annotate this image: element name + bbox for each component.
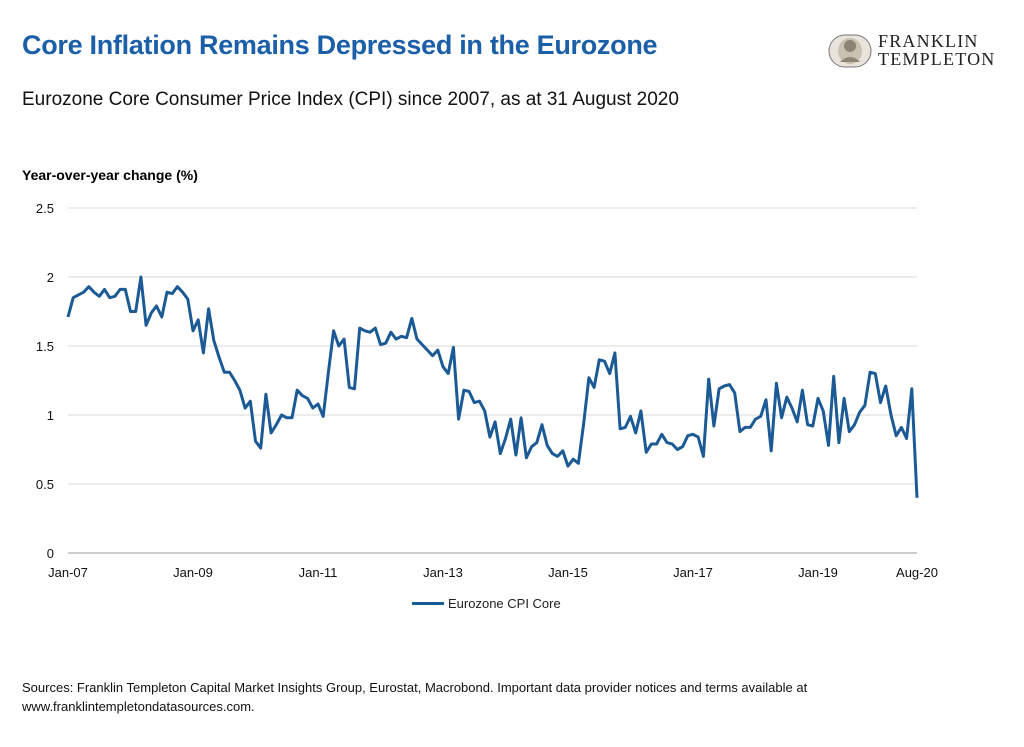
series-layer — [66, 275, 919, 498]
y-tick-label: 1.5 — [36, 339, 54, 354]
y-tick-label: 0 — [47, 546, 54, 561]
legend: Eurozone CPI Core — [412, 594, 561, 612]
y-tick-label: 1 — [47, 408, 54, 423]
line-chart: 00.511.522.5 Jan-07 Jan-09 Jan-11 Jan-13 Jan… — [36, 201, 938, 580]
y-tick-label: 2 — [47, 270, 54, 285]
chart-title: Core Inflation Remains Depressed in the … — [22, 30, 658, 60]
x-tick-label: Jan-11 — [299, 565, 338, 580]
source-line-2: www.franklintempletondatasources.com. — [22, 699, 255, 714]
franklin-templeton-logo: FRANKLIN TEMPLETON — [828, 30, 1013, 72]
x-tick-label: Aug-20 — [896, 565, 938, 580]
x-tick-label: Jan-09 — [173, 565, 213, 580]
portrait-seal-icon — [828, 34, 872, 68]
chart-subtitle: Eurozone Core Consumer Price Index (CPI)… — [22, 89, 679, 110]
y-tick-labels: 0 0.5 1 1.5 2 2.5 — [36, 201, 54, 561]
y-axis-label: Year-over-year change (%) — [22, 167, 198, 183]
y-tick-label: 2.5 — [36, 201, 54, 216]
source-note: Sources: Franklin Templeton Capital Mark… — [22, 678, 922, 716]
series-line — [66, 275, 919, 498]
legend-label: Eurozone CPI Core — [448, 595, 561, 611]
y-tick-label: 0.5 — [36, 477, 54, 492]
x-tick-label: Jan-13 — [423, 565, 463, 580]
source-line-1: Sources: Franklin Templeton Capital Mark… — [22, 680, 808, 695]
x-tick-label: Jan-17 — [673, 565, 713, 580]
legend-swatch — [412, 601, 444, 605]
x-tick-label: Jan-15 — [548, 565, 588, 580]
x-tick-label: Jan-19 — [798, 565, 838, 580]
logo-line-1: FRANKLIN — [878, 31, 979, 51]
logo-line-2: TEMPLETON — [878, 49, 996, 69]
grid-lines — [68, 207, 917, 554]
x-tick-labels: Jan-07 Jan-09 Jan-11 Jan-13 Jan-15 Jan-17 Jan-… — [48, 565, 938, 580]
x-tick-label: Jan-07 — [48, 565, 88, 580]
